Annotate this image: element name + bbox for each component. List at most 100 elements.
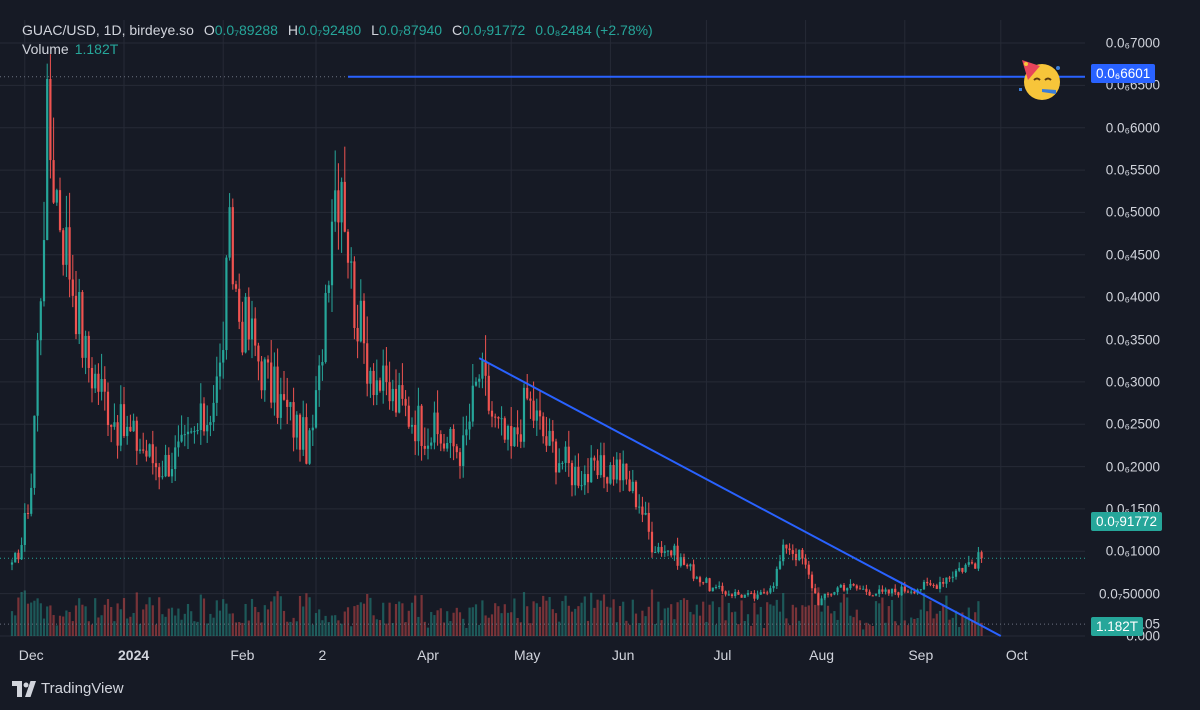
candle-body [167,454,170,477]
candle-body [622,463,625,481]
candle-body [596,460,599,476]
volume-label: Volume [22,41,69,57]
volume-bar [500,613,503,636]
candle-body [279,394,282,418]
low-label: L [371,22,379,38]
volume-bar [234,622,238,636]
candle-body [180,434,183,442]
horizontal-level-tag[interactable]: 0.0₆6601 [1091,64,1156,83]
candle-body [87,335,90,368]
candle-body [359,300,362,342]
candle-body [618,459,622,481]
volume-bar [922,592,926,636]
volume-bar [209,613,212,636]
volume-bar [158,597,161,636]
volume-bar [535,603,538,636]
volume-bar [775,599,778,636]
candle-body [97,373,100,392]
candle-body [657,546,660,553]
volume-bar [65,610,68,636]
candle-body [922,581,926,590]
candle-body [593,457,596,461]
volume-bar [878,603,881,636]
candle-body [462,435,465,466]
candle-body [762,592,766,594]
volume-bar [609,607,612,636]
volume-bar [254,606,257,636]
candle-body [327,285,330,293]
volume-bar [692,614,695,636]
candle-body [743,594,746,598]
volume-bar [257,612,260,636]
volume-bar [513,598,516,636]
volume-bar [78,598,81,636]
volume-bar [321,620,324,636]
candle-body [798,549,801,561]
volume-tag[interactable]: 1.182T [1091,617,1144,636]
volume-bar [484,615,487,636]
candle-body [414,424,417,442]
candle-body [538,410,542,417]
candle-body [119,404,122,446]
x-tick-label: Apr [417,647,439,663]
volume-bar [356,604,359,636]
x-tick-label: Oct [1005,647,1028,663]
candle-body [590,457,593,483]
volume-bar [625,620,628,636]
volume-bar [193,621,196,636]
volume-bar [942,605,945,636]
candle-body [820,598,823,606]
candle-body [737,591,740,595]
candle-body [817,593,820,606]
last-price-tag[interactable]: 0.0₇91772 [1091,512,1162,531]
candle-body [935,585,938,589]
candle-body [161,476,164,478]
volume-bar [865,622,868,636]
volume-bar [551,609,554,636]
volume-bar [532,601,535,636]
volume-bar [650,589,654,636]
candle-body [170,469,174,477]
candle-body [17,552,20,560]
candle-body [532,400,535,421]
candle-body [308,430,311,464]
volume-bar [916,617,919,636]
volume-bar [388,602,391,636]
candle-body [794,553,798,561]
candle-body [660,546,663,553]
y-tick-label: 0.0₆5500 [1105,162,1160,178]
volume-bar [26,603,30,636]
volume-bar [33,600,36,636]
volume-bar [900,593,903,636]
volume-bar [68,611,71,636]
candle-body [782,544,785,562]
candle-body [862,588,865,590]
candle-body [977,552,980,569]
candle-body [52,160,55,203]
volume-bar [567,605,570,636]
candle-body [570,463,574,486]
volume-bar [903,620,906,636]
volume-bar [564,595,567,636]
candle-body [36,340,39,416]
candle-body [785,544,788,549]
candle-body [337,190,340,223]
volume-bar [801,605,804,636]
candle-body [868,591,871,596]
volume-bar [132,612,135,636]
volume-bar [180,619,183,636]
volume-bar [647,606,650,636]
x-tick-label: May [513,647,541,663]
volume-bar [391,623,394,636]
volume-bar [378,620,382,636]
candle-body [247,296,250,340]
volume-bar [17,597,20,636]
volume-bar [724,620,727,636]
volume-bar [964,617,967,636]
candle-body [129,426,132,432]
tradingview-brand[interactable]: TradingView [12,680,124,697]
y-tick-label: 0.0₆3500 [1105,332,1160,347]
volume-bar [682,598,686,636]
candle-body [497,417,500,419]
